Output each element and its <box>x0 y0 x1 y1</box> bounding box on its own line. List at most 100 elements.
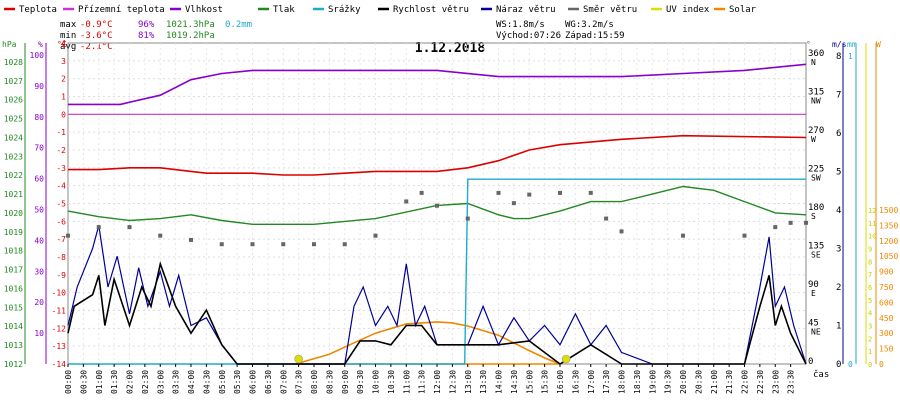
series-wind-direction-point <box>681 233 685 238</box>
direction-tick: 270 <box>808 126 824 136</box>
direction-cardinal: E <box>811 289 816 298</box>
humidity-tick: 30 <box>34 267 44 276</box>
series-wind-direction-point <box>373 233 378 238</box>
humidity-tick: 20 <box>34 298 44 307</box>
humidity-tick: 100 <box>30 51 45 60</box>
solar-tick: 450 <box>879 314 894 323</box>
series-tlak <box>67 185 807 226</box>
uv-tick: 5 <box>868 297 872 305</box>
avg-temp: -2.1°C <box>80 42 113 52</box>
solar-tick: 150 <box>879 345 894 354</box>
left-axes: hPa1012101310141015101610171018101910201… <box>2 39 69 369</box>
x-tick-label: 19:30 <box>664 370 673 394</box>
series-wind-direction-point <box>281 242 286 247</box>
solar-tick: 300 <box>879 329 894 338</box>
temperature-tick: -6 <box>56 217 66 226</box>
x-tick-label: 00:30 <box>79 370 88 394</box>
x-axis: 00:00 00:30 01:00 01:30 02:00 02:30 03:00 03:30… <box>64 364 829 394</box>
solar-tick: 1050 <box>879 252 898 261</box>
temperature-tick: -11 <box>52 307 67 316</box>
uv-tick: 4 <box>868 310 872 318</box>
wind-tick: 1 <box>836 322 841 332</box>
x-tick-label: 18:30 <box>633 370 642 394</box>
legend-label-2: Přízemní teplota <box>78 5 165 15</box>
series-wind-direction-point <box>342 242 347 247</box>
legend-label-6: Rychlost větru <box>393 5 469 15</box>
x-tick-label: 14:00 <box>495 370 504 394</box>
series-wind-direction-point <box>96 225 101 230</box>
pressure-tick: 1026 <box>4 96 23 105</box>
x-tick-label: 22:00 <box>741 370 750 394</box>
x-tick-label: 20:00 <box>679 370 688 394</box>
rain-total: 0.2mm <box>225 20 252 30</box>
pressure-tick: 1015 <box>4 303 23 312</box>
rain-tick: 0 <box>848 360 853 369</box>
series-rychlost-větru <box>67 261 807 365</box>
legend-label-10: Solar <box>729 5 757 15</box>
direction-tick: 225 <box>808 165 824 175</box>
temperature-tick: -5 <box>56 200 66 209</box>
x-tick-label: 06:30 <box>264 370 273 394</box>
pressure-tick: 1017 <box>4 266 23 275</box>
temperature-tick: 0 <box>61 110 66 119</box>
legend-label-3: Vlhkost <box>185 5 223 15</box>
series-wind-direction-point <box>250 242 255 247</box>
pressure-tick: 1014 <box>4 322 23 331</box>
x-tick-label: 02:30 <box>141 370 150 394</box>
x-tick-label: 12:30 <box>448 370 457 394</box>
series-wind-direction-point <box>435 203 439 208</box>
pressure-tick: 1022 <box>4 171 23 180</box>
direction-tick: 45 <box>808 319 819 329</box>
max-temp: -0.9°C <box>80 20 113 30</box>
wind-axis-unit: m/s <box>832 40 847 49</box>
x-tick-label: 07:00 <box>279 370 288 394</box>
sunset: Západ:15:59 <box>565 31 625 41</box>
min-pressure: 1019.2hPa <box>166 31 215 41</box>
series-wind-direction-point <box>804 220 808 225</box>
pressure-tick: 1025 <box>4 115 23 124</box>
x-tick-label: 00:00 <box>64 370 73 394</box>
series-wind-direction-point <box>604 216 609 221</box>
series-wind-direction-point <box>773 225 778 230</box>
temperature-tick: -13 <box>52 342 67 351</box>
series-solar <box>295 321 561 365</box>
legend-label-9: UV index <box>666 5 710 15</box>
min-label: min <box>60 31 76 41</box>
wind-speed-avg: WS:1.8m/s <box>496 20 545 30</box>
x-tick-label: 08:00 <box>310 370 319 394</box>
x-tick-label: 13:30 <box>479 370 488 394</box>
humidity-tick: 70 <box>34 144 44 153</box>
uv-tick: 2 <box>868 335 872 343</box>
x-tick-label: 12:00 <box>433 370 442 394</box>
humidity-tick: 60 <box>34 175 44 184</box>
humidity-tick: 80 <box>34 113 44 122</box>
solar-tick: 600 <box>879 298 894 307</box>
series-wind-direction-point <box>419 190 424 195</box>
pressure-tick: 1019 <box>4 228 23 237</box>
pressure-tick: 1016 <box>4 284 23 293</box>
x-tick-label: 05:30 <box>233 370 242 394</box>
direction-tick: 90 <box>808 280 819 290</box>
max-label: max <box>60 20 77 30</box>
humidity-tick: 40 <box>34 236 44 245</box>
solar-tick: 1200 <box>879 237 898 246</box>
temperature-tick: -8 <box>56 253 66 262</box>
x-tick-label: 11:00 <box>402 370 411 394</box>
humidity-tick: 90 <box>34 82 44 91</box>
temperature-tick: 3 <box>61 57 66 66</box>
x-tick-label: 10:30 <box>387 370 396 394</box>
temperature-tick: -9 <box>56 271 66 280</box>
temperature-tick: -14 <box>52 360 67 369</box>
series-vlhkost <box>68 63 807 106</box>
temperature-tick: -4 <box>56 182 66 191</box>
legend-label-7: Náraz větru <box>496 5 556 15</box>
series-wind-direction-point <box>219 242 224 247</box>
series-wind-direction-point <box>619 229 624 234</box>
x-tick-label: 05:00 <box>218 370 227 394</box>
x-tick-label: 01:00 <box>95 370 104 394</box>
temperature-tick: -12 <box>52 324 67 333</box>
x-tick-label: 07:30 <box>295 370 304 394</box>
wind-tick: 2 <box>836 283 841 293</box>
